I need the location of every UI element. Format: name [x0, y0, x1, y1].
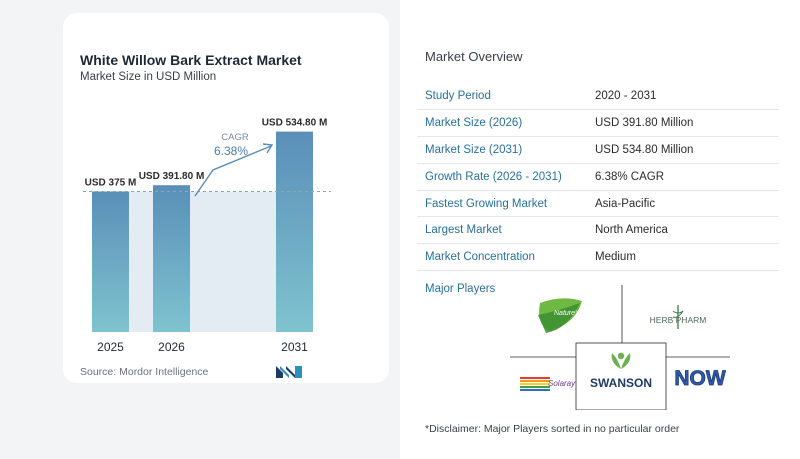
now-logo: NOW	[674, 367, 726, 391]
overview-row: Growth Rate (2026 - 2031) 6.38% CAGR	[417, 164, 779, 191]
category-label: 2031	[281, 340, 308, 354]
overview-value: 2020 - 2031	[595, 90, 657, 102]
players-grid: Nature's way HERB PHARM Solaray SWANSON …	[510, 285, 730, 410]
chart-subtitle: Market Size in USD Million	[80, 71, 217, 83]
players-title: Major Players	[425, 283, 496, 295]
cagr-value: 6.38%	[214, 144, 248, 158]
overview-label: Market Size (2026)	[425, 116, 523, 129]
swanson-text: SWANSON	[590, 376, 652, 390]
overview-row: Study Period 2020 - 2031	[417, 83, 779, 110]
bar	[92, 191, 129, 332]
overview-label: Market Concentration	[425, 251, 535, 264]
overview-row: Fastest Growing Market Asia-Pacific	[417, 191, 779, 218]
overview-value: Asia-Pacific	[595, 197, 656, 210]
overview-row: Largest Market North America	[417, 217, 779, 245]
overview-title: Market Overview	[425, 49, 523, 64]
shaded-band	[129, 191, 276, 332]
overview-value: USD 534.80 Million	[595, 143, 694, 156]
mordor-logo-icon	[276, 366, 302, 378]
bar	[153, 185, 190, 332]
source-note: Source: Mordor Intelligence	[80, 366, 209, 378]
overview-label: Market Size (2031)	[425, 143, 523, 156]
herb-pharm-logo: HERB PHARM	[650, 305, 707, 329]
data-label: USD 534.80 M	[262, 118, 328, 129]
cagr-arrowhead	[262, 143, 274, 154]
category-label: 2025	[97, 340, 124, 354]
overview-label: Growth Rate (2026 - 2031)	[425, 170, 562, 183]
herb-pharm-text: HERB PHARM	[650, 315, 707, 325]
overview-row: Market Size (2026) USD 391.80 Million	[417, 110, 779, 137]
overview-value: North America	[595, 224, 668, 237]
overview-table: Study Period 2020 - 2031 Market Size (20…	[417, 83, 779, 272]
category-label: 2026	[158, 340, 185, 354]
overview-value: 6.38% CAGR	[595, 170, 665, 183]
overview-value: Medium	[595, 251, 636, 264]
data-label: USD 391.80 M	[139, 171, 205, 182]
data-label: USD 375 M	[85, 177, 137, 188]
natures-way-logo: Nature's way	[538, 298, 595, 333]
overview-row: Market Concentration Medium	[417, 244, 779, 272]
natures-way-text: Nature's way	[554, 310, 595, 317]
bar	[276, 131, 313, 332]
now-text: NOW	[674, 367, 726, 390]
cagr-label: CAGR	[221, 132, 249, 143]
disclaimer: *Disclaimer: Major Players sorted in no …	[425, 423, 680, 435]
solaray-logo: Solaray	[520, 377, 576, 391]
overview-label: Study Period	[425, 90, 491, 102]
cagr-arrow	[194, 145, 272, 197]
solaray-text: Solaray	[548, 379, 576, 388]
chart-title: White Willow Bark Extract Market	[80, 52, 302, 68]
swanson-logo: SWANSON	[590, 352, 652, 390]
overview-label: Largest Market	[425, 224, 502, 237]
overview-row: Market Size (2031) USD 534.80 Million	[417, 137, 779, 164]
overview-label: Fastest Growing Market	[425, 197, 548, 210]
overview-value: USD 391.80 Million	[595, 116, 694, 129]
